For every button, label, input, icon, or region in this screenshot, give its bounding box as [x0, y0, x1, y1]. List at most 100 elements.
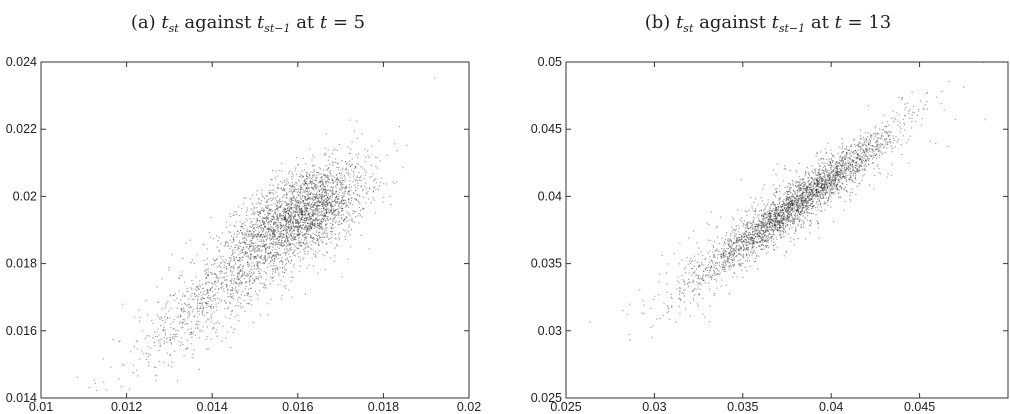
panel-b-point-1020	[748, 241, 750, 243]
panel-a-point-54	[249, 230, 251, 232]
panel-b-point-1194	[826, 187, 828, 189]
panel-a-point-900	[361, 190, 364, 192]
panel-a-point-185	[284, 217, 286, 219]
panel-b-point-846	[776, 192, 778, 194]
panel-a-point-345	[258, 214, 260, 216]
panel-a-point-1850	[283, 241, 285, 243]
panel-a-point-754	[320, 212, 322, 214]
panel-b-point-852	[832, 186, 834, 188]
panel-a-point-235	[317, 200, 319, 203]
panel-b-point-1187	[831, 153, 833, 155]
panel-b-point-1162	[841, 159, 843, 161]
panel-b-point-1495	[790, 219, 792, 221]
panel-b-point-170	[824, 185, 826, 187]
panel-b-point-1299	[818, 182, 820, 184]
panel-b-point-1380	[758, 230, 760, 232]
panel-b-point-514	[750, 240, 752, 242]
panel-b-point-301	[772, 213, 775, 216]
panel-a-point-195	[310, 203, 312, 205]
panel-a-point-2344	[249, 273, 251, 275]
panel-a-point-1161	[336, 196, 338, 198]
panel-a-point-2600	[265, 251, 267, 254]
panel-a-point-2783	[277, 218, 279, 220]
panel-a-point-2843	[307, 216, 309, 218]
panel-a-point-1075	[355, 211, 357, 213]
panel-a-point-3223	[182, 321, 184, 323]
panel-a-point-1699	[306, 240, 308, 242]
panel-a-point-824	[272, 184, 274, 186]
panel-b-point-1370	[807, 196, 809, 198]
panel-a-point-554	[283, 209, 285, 211]
panel-a-point-3387	[242, 306, 244, 308]
panel-b-point-919	[814, 172, 816, 174]
panel-b-point-1008	[762, 233, 764, 235]
panel-a-point-1500	[375, 178, 377, 180]
panel-b-point-1052	[801, 195, 803, 197]
panel-b-point-66	[801, 199, 803, 201]
panel-a-point-2649	[269, 235, 271, 237]
panel-a-point-2796	[193, 262, 196, 264]
panel-b-point-510	[783, 193, 785, 195]
panel-a-point-437	[278, 272, 280, 274]
panel-a-point-3106	[226, 285, 228, 287]
panel-a-point-2032	[217, 281, 219, 283]
panel-b-point-894	[796, 190, 798, 192]
panel-a-point-2731	[224, 262, 226, 264]
panel-a-point-604	[313, 204, 315, 206]
panel-a-point-2072	[272, 215, 274, 217]
panel-b-point-388	[764, 234, 766, 236]
panel-a-point-1220	[264, 248, 266, 250]
panel-b-point-197	[840, 176, 842, 178]
panel-b-point-1353	[825, 181, 827, 183]
panel-a-point-1943	[197, 287, 199, 289]
panel-a-point-375	[249, 245, 251, 248]
panel-a-point-2747	[232, 287, 234, 289]
panel-a-point-1913	[287, 217, 290, 219]
panel-a-point-1032	[314, 218, 317, 221]
panel-a-point-1899	[168, 267, 170, 269]
panel-b-point-782	[744, 238, 746, 240]
panel-a-point-2278	[334, 203, 336, 205]
panel-b-point-360	[684, 284, 686, 286]
panel-a-point-1133	[296, 188, 298, 190]
panel-a-point-978	[303, 227, 305, 230]
panel-b-point-784	[756, 247, 758, 249]
panel-a-point-935	[301, 197, 303, 199]
panel-a-point-2057	[247, 274, 249, 276]
panel-b-point-295	[857, 146, 859, 148]
panel-b-point-294	[836, 172, 838, 174]
panel-a-point-89	[348, 187, 350, 189]
panel-a-point-1216	[315, 187, 317, 189]
panel-a-point-999	[345, 187, 347, 189]
panel-b-point-1014	[793, 207, 796, 209]
panel-a-point-2610	[247, 303, 250, 305]
panel-a-point-807	[269, 228, 271, 230]
panel-a-point-1772	[269, 192, 271, 194]
panel-a-point-197	[355, 166, 357, 168]
panel-b-point-418	[838, 174, 840, 176]
panel-a-point-2099	[322, 233, 324, 235]
panel-a-point-1012	[270, 178, 273, 181]
panel-a-point-872	[243, 254, 246, 256]
panel-b-point-1450	[863, 165, 865, 167]
panel-a-point-166	[347, 191, 349, 193]
panel-a-point-2516	[237, 248, 239, 250]
panel-b-point-1289	[746, 248, 748, 250]
panel-b-point-800	[818, 173, 820, 175]
panel-a-point-1200	[252, 212, 254, 214]
panel-a-point-1832	[270, 260, 272, 262]
panel-b-point-614	[742, 255, 744, 257]
panel-a-point-1112	[333, 176, 335, 178]
panel-a-point-1337	[299, 245, 301, 247]
panel-a-point-2112	[250, 257, 252, 260]
panel-a-point-946	[304, 234, 306, 236]
panel-b-point-902	[809, 187, 812, 189]
panel-b-point-233	[718, 250, 720, 253]
panel-a-point-1465	[283, 218, 285, 220]
panel-a-point-753	[243, 272, 245, 274]
panel-b-point-737	[731, 261, 734, 263]
panel-b-point-885	[839, 169, 841, 171]
panel-a-point-160	[279, 222, 281, 224]
panel-a-point-650	[285, 235, 287, 237]
